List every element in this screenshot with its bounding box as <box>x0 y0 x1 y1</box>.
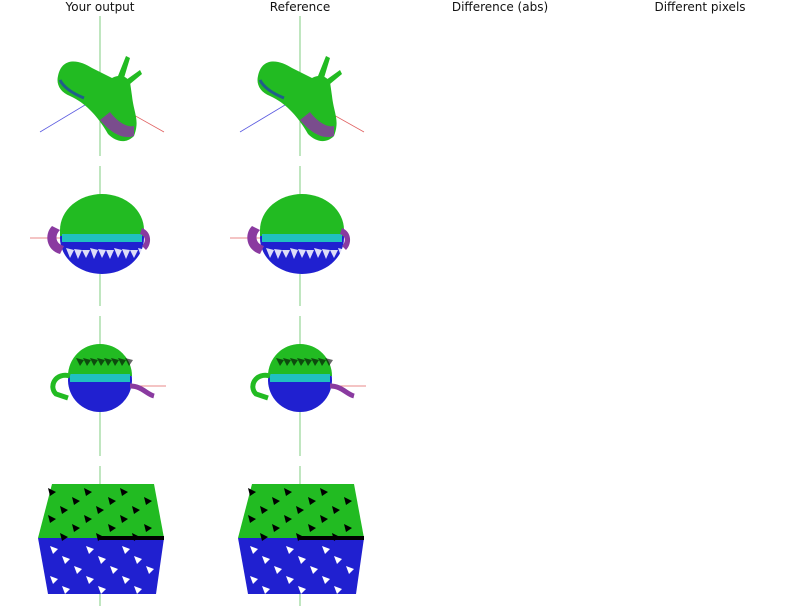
header-difference: Difference (abs) <box>451 0 549 14</box>
teapot-front-mesh <box>250 316 366 456</box>
reference-cube-render <box>230 466 370 606</box>
your-output-snail-render <box>30 16 170 156</box>
reference-teapot-front-render <box>230 316 370 456</box>
snail-mesh <box>239 16 365 156</box>
snail-mesh <box>39 16 165 156</box>
header-your-output: Your output <box>65 0 135 14</box>
different-pixels-panel <box>600 16 800 612</box>
teapot-sphere-mesh <box>30 166 151 306</box>
header-different-pixels: Different pixels <box>654 0 746 14</box>
teapot-sphere-mesh <box>230 166 351 306</box>
difference-panel <box>400 16 600 612</box>
header-reference: Reference <box>269 0 331 14</box>
your-output-teapot-sphere-render <box>30 166 170 306</box>
reference-snail-render <box>230 16 370 156</box>
reference-teapot-sphere-render <box>230 166 370 306</box>
cube-mesh <box>238 466 364 606</box>
your-output-cube-render <box>30 466 170 606</box>
your-output-teapot-front-render <box>30 316 170 456</box>
teapot-front-mesh <box>50 316 166 456</box>
cube-mesh <box>38 466 164 606</box>
